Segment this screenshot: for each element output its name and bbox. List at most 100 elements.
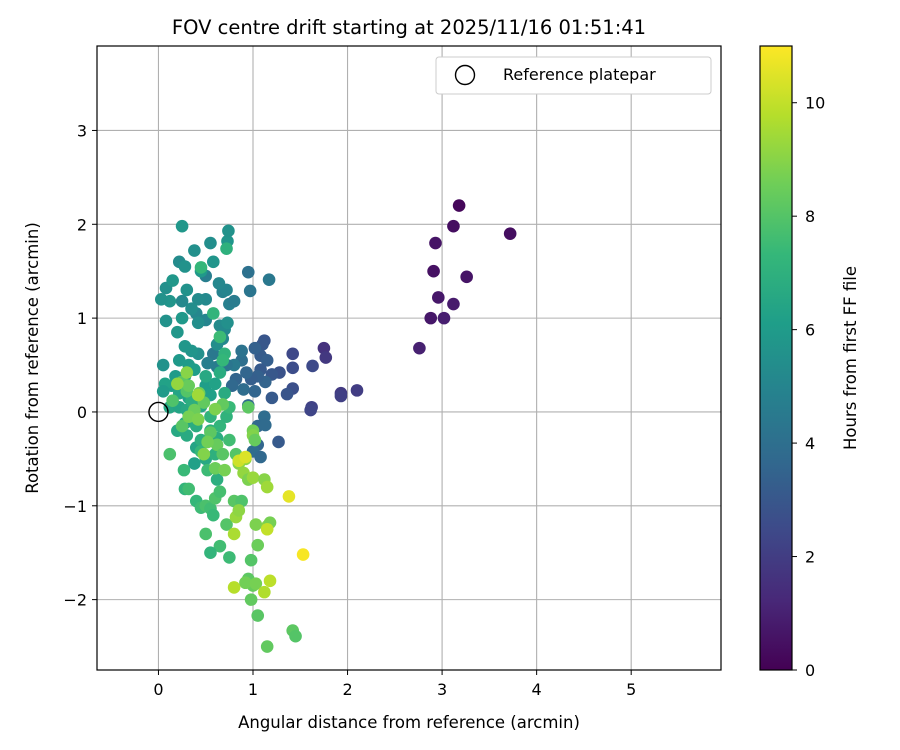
data-point bbox=[208, 402, 222, 416]
data-point bbox=[199, 527, 213, 541]
data-point bbox=[260, 480, 274, 494]
data-point bbox=[204, 546, 217, 560]
data-point bbox=[248, 385, 262, 398]
x-tick-label: 3 bbox=[437, 680, 447, 699]
colorbar-tick-label: 10 bbox=[805, 94, 825, 113]
data-point bbox=[447, 297, 460, 311]
data-point bbox=[206, 255, 220, 269]
data-point bbox=[432, 291, 445, 304]
data-point bbox=[260, 354, 274, 367]
data-point bbox=[232, 504, 246, 517]
data-point bbox=[178, 339, 192, 353]
x-axis: 0 1 2 3 4 5 bbox=[153, 670, 636, 699]
data-point bbox=[258, 585, 271, 599]
data-point bbox=[227, 581, 241, 594]
legend-marker-icon bbox=[454, 64, 476, 86]
data-point bbox=[213, 330, 227, 344]
data-point bbox=[241, 400, 255, 414]
data-point bbox=[213, 539, 227, 553]
colorbar-tick-label: 8 bbox=[805, 207, 815, 226]
data-point bbox=[248, 433, 262, 447]
data-point bbox=[206, 508, 220, 522]
data-point bbox=[246, 471, 260, 484]
data-point bbox=[249, 577, 263, 590]
y-tick-label: 2 bbox=[77, 215, 87, 234]
legend: Reference platepar bbox=[435, 56, 712, 95]
colorbar-ticks: 0 2 4 6 8 10 bbox=[792, 94, 825, 680]
y-axis-label: Rotation from reference (arcmin) bbox=[23, 222, 42, 494]
data-point bbox=[452, 199, 466, 212]
data-point bbox=[447, 219, 460, 233]
data-point bbox=[244, 553, 258, 567]
legend-box bbox=[435, 56, 712, 95]
data-point bbox=[188, 244, 201, 257]
colorbar-tick-label: 4 bbox=[805, 434, 815, 453]
data-point bbox=[235, 344, 248, 358]
data-point bbox=[171, 325, 184, 339]
x-tick-label: 2 bbox=[342, 680, 352, 699]
data-point bbox=[239, 576, 252, 590]
data-point bbox=[175, 219, 189, 233]
y-tick-label: 3 bbox=[77, 121, 87, 140]
data-point bbox=[156, 358, 170, 372]
data-point bbox=[212, 277, 226, 290]
data-point bbox=[182, 410, 196, 423]
data-point bbox=[201, 435, 214, 449]
data-point bbox=[248, 341, 262, 355]
x-tick-label: 1 bbox=[248, 680, 258, 699]
data-point bbox=[437, 311, 451, 325]
data-point bbox=[306, 359, 319, 373]
data-point bbox=[222, 224, 235, 238]
colorbar-label: Hours from first FF file bbox=[841, 266, 860, 450]
data-point bbox=[251, 609, 265, 622]
chart-title: FOV centre drift starting at 2025/11/16 … bbox=[172, 16, 646, 39]
y-tick-label: −2 bbox=[63, 591, 87, 610]
data-point bbox=[237, 383, 250, 396]
data-point bbox=[180, 283, 194, 297]
data-point bbox=[241, 265, 255, 279]
data-point bbox=[191, 388, 205, 402]
data-point bbox=[286, 361, 300, 375]
data-point bbox=[159, 314, 173, 328]
data-point bbox=[223, 433, 236, 447]
data-point bbox=[175, 419, 189, 433]
data-point bbox=[429, 236, 442, 250]
data-point bbox=[254, 450, 267, 464]
data-point bbox=[191, 316, 205, 330]
data-point bbox=[286, 347, 300, 361]
data-point bbox=[191, 413, 205, 426]
data-point bbox=[204, 236, 217, 250]
legend-label: Reference platepar bbox=[503, 65, 656, 84]
data-point bbox=[221, 316, 234, 330]
data-point bbox=[239, 450, 252, 464]
data-point bbox=[296, 548, 310, 561]
data-point bbox=[413, 341, 426, 355]
colorbar-tick-label: 2 bbox=[805, 548, 815, 567]
x-tick-label: 0 bbox=[153, 680, 163, 699]
data-point bbox=[208, 461, 222, 475]
data-point bbox=[265, 391, 279, 405]
y-tick-label: 1 bbox=[77, 309, 87, 328]
data-point bbox=[210, 473, 224, 486]
y-tick-label: 0 bbox=[77, 403, 87, 422]
data-point bbox=[216, 447, 230, 461]
data-point bbox=[260, 640, 274, 653]
data-point bbox=[243, 284, 257, 298]
y-tick-label: −1 bbox=[63, 497, 87, 516]
data-point bbox=[172, 354, 186, 367]
data-point bbox=[201, 356, 214, 370]
data-point bbox=[317, 341, 331, 355]
data-point bbox=[197, 447, 211, 461]
data-point bbox=[191, 293, 205, 306]
data-point bbox=[178, 260, 192, 273]
data-point bbox=[280, 387, 294, 401]
data-point bbox=[194, 261, 208, 274]
data-point bbox=[460, 270, 473, 284]
data-point bbox=[334, 389, 348, 403]
data-point bbox=[199, 369, 213, 383]
data-point bbox=[272, 435, 285, 449]
data-point bbox=[218, 463, 231, 477]
data-point bbox=[180, 366, 194, 379]
colorbar-tick-label: 0 bbox=[805, 661, 815, 680]
